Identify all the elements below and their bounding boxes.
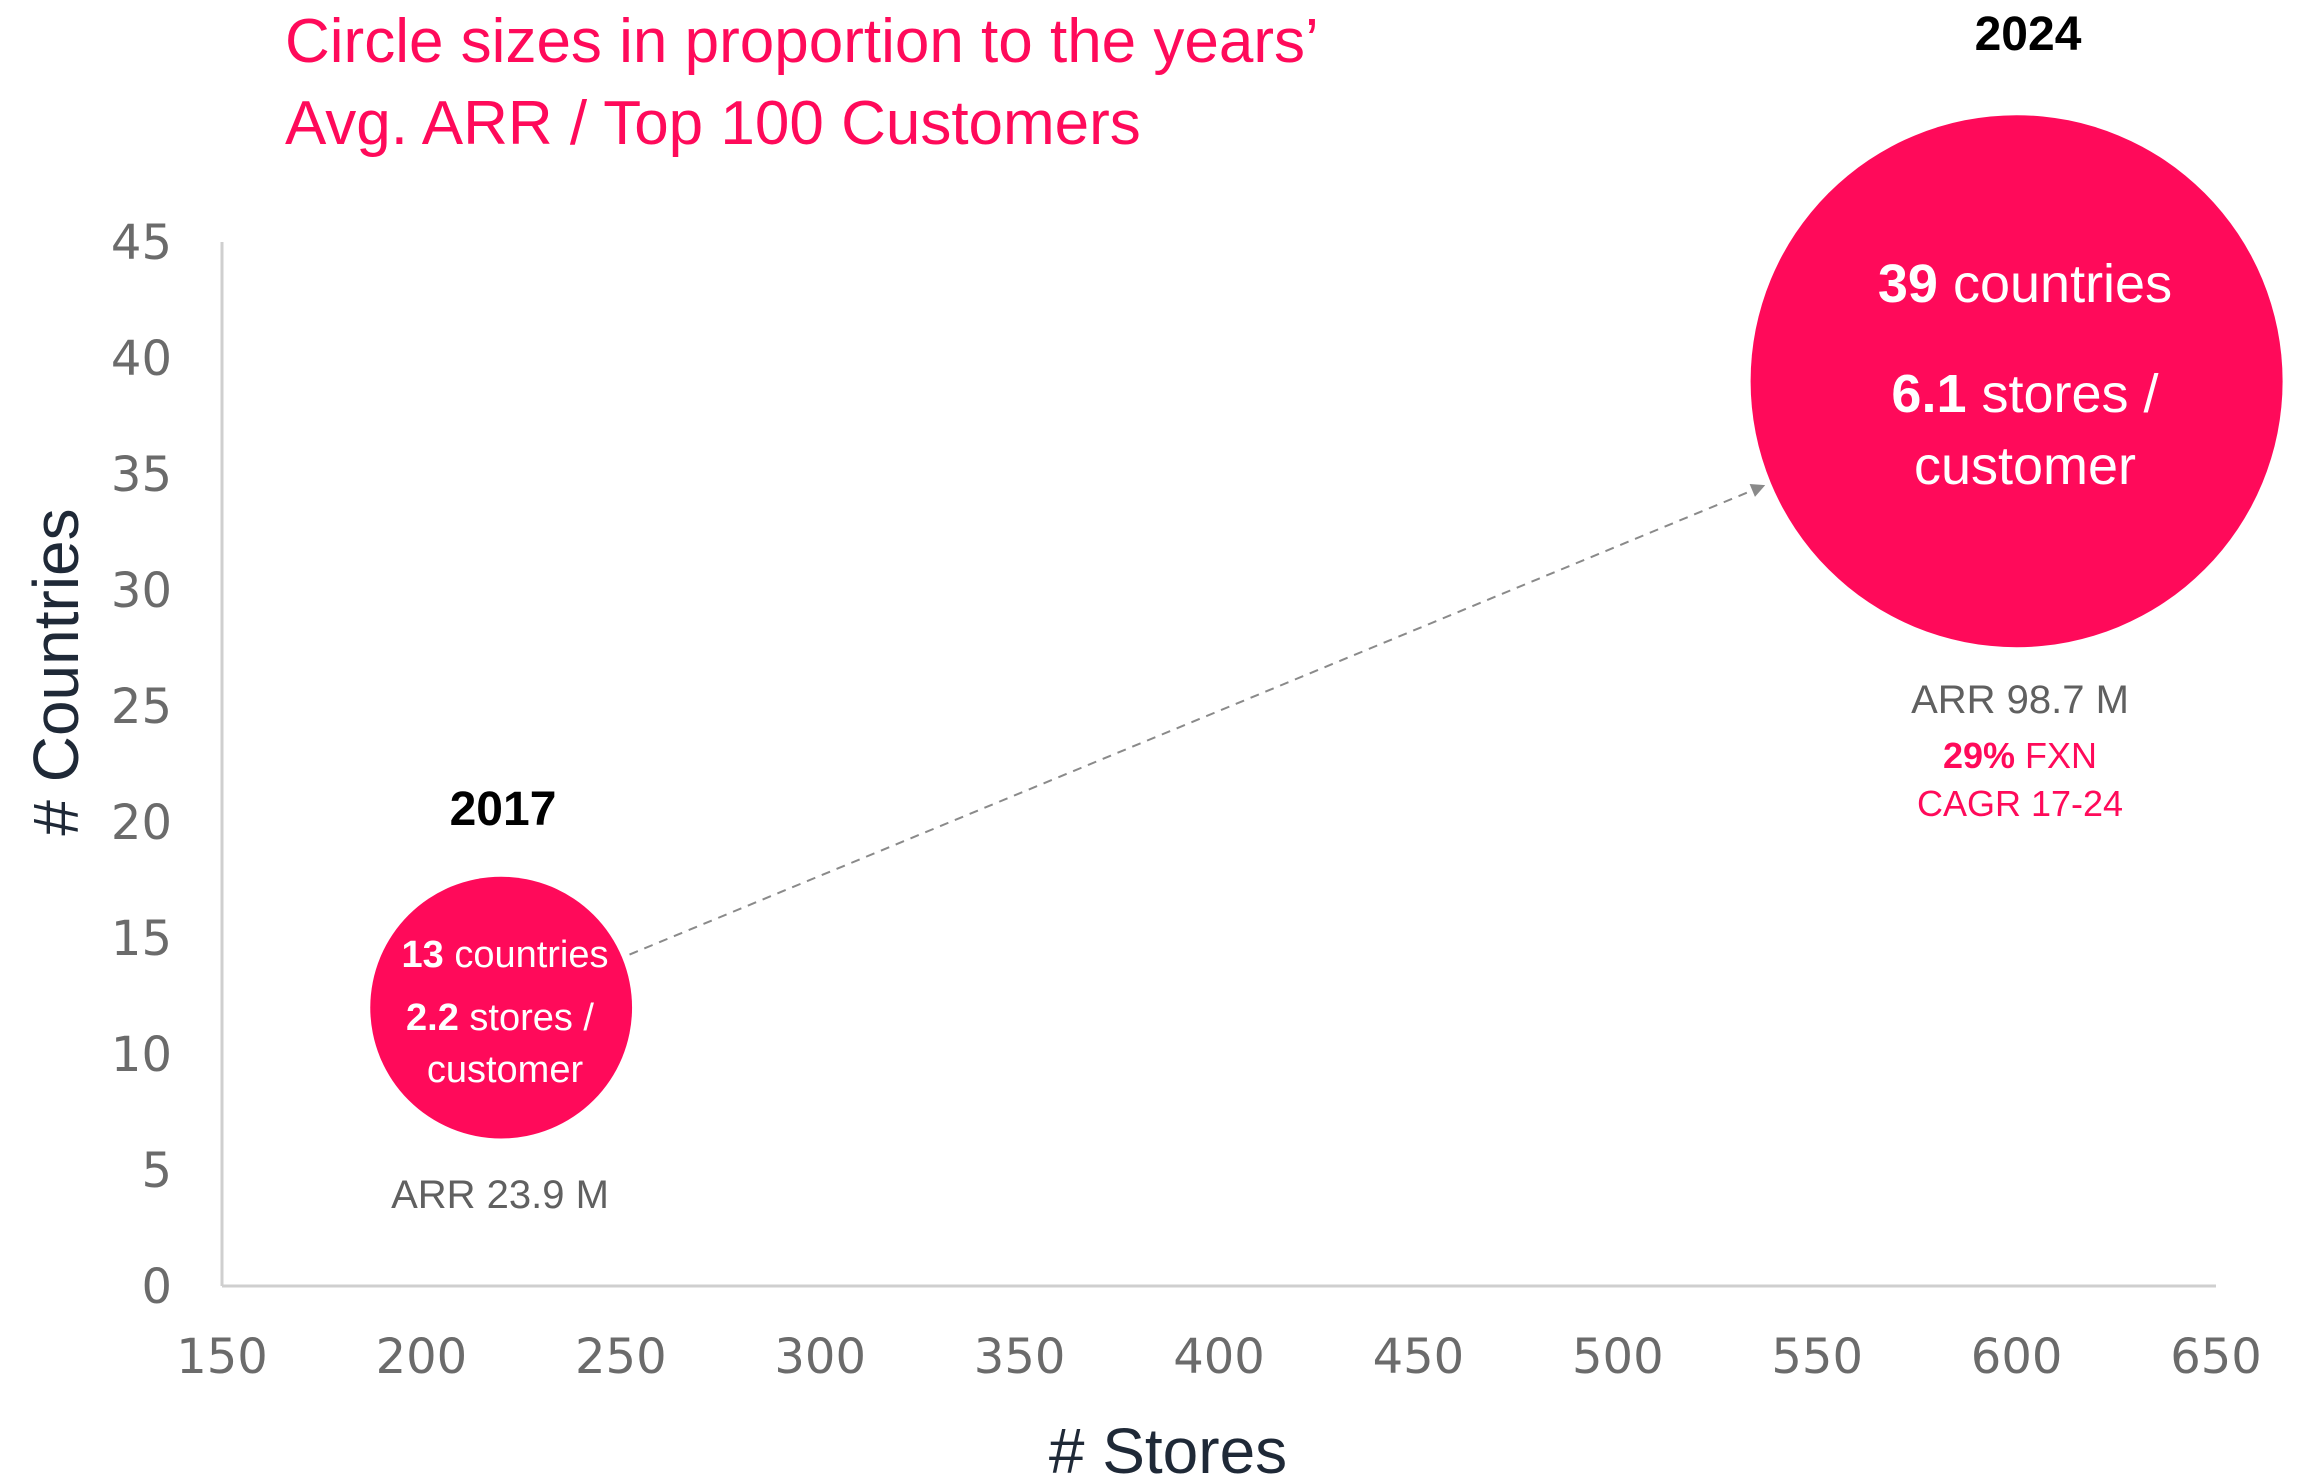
y-tick-label: 10 [111, 1027, 172, 1083]
bubble-2024 [1750, 115, 2283, 648]
growth-connector-line [629, 484, 1766, 956]
x-tick-label: 300 [774, 1329, 866, 1385]
x-tick-label: 400 [1173, 1329, 1265, 1385]
y-tick-label: 25 [111, 679, 172, 735]
growth-value-2024: 29% [1943, 735, 2015, 776]
x-tick-label: 150 [176, 1329, 268, 1385]
y-axis-title: # Countries [20, 508, 92, 835]
arr-label-2024: ARR 98.7 M [1911, 678, 2129, 722]
x-tick-label: 200 [376, 1329, 468, 1385]
y-tick-label: 0 [141, 1259, 172, 1315]
bubble-2017-countries-text: countries [444, 934, 609, 976]
y-tick-label: 20 [111, 795, 172, 851]
growth-label-2024-line2: CAGR 17-24 [1917, 783, 2123, 824]
x-tick-label: 550 [1771, 1329, 1863, 1385]
y-tick-label: 30 [111, 563, 172, 619]
x-axis-title: # Stores [1049, 1415, 1287, 1481]
bubble-2024-countries-text: countries [1938, 254, 2172, 314]
bubble-2024-stores: 6.1 stores / [1891, 364, 2158, 424]
bubble-2024-countries: 39 countries [1878, 254, 2172, 314]
bubble-2017-stores: 2.2 stores / [406, 997, 594, 1039]
x-tick-label: 250 [575, 1329, 667, 1385]
growth-connector-arrowhead [1749, 483, 1766, 497]
bubble-2017-countries-value: 13 [401, 934, 443, 976]
bubble-2017-countries: 13 countries [401, 934, 608, 976]
year-label-2024: 2024 [1975, 8, 2082, 61]
growth-text-2024: FXN [2015, 735, 2097, 776]
bubble-2017-stores-line2: customer [427, 1049, 584, 1091]
growth-connector [629, 483, 1766, 956]
x-tick-label: 500 [1572, 1329, 1664, 1385]
x-tick-label: 350 [974, 1329, 1066, 1385]
x-tick-label: 650 [2170, 1329, 2262, 1385]
bubble-2017 [370, 876, 633, 1139]
y-tick-label: 40 [111, 331, 172, 387]
chart-subtitle-line-2: Avg. ARR / Top 100 Customers [285, 89, 1141, 158]
y-tick-label: 15 [111, 911, 172, 967]
x-tick-label: 450 [1373, 1329, 1465, 1385]
chart-subtitle-line-1: Circle sizes in proportion to the years’ [285, 7, 1319, 76]
y-tick-label: 5 [141, 1143, 172, 1199]
bubble-2017-stores-value: 2.2 [406, 997, 459, 1039]
y-axis-ticks: 0 5 10 15 20 25 30 35 40 45 [111, 215, 172, 1315]
bubble-2024-countries-value: 39 [1878, 254, 1938, 314]
x-tick-label: 600 [1971, 1329, 2063, 1385]
y-tick-label: 35 [111, 447, 172, 503]
growth-label-2024: 29% FXN [1943, 735, 2097, 776]
bubble-2024-stores-text: stores / [1967, 364, 2159, 424]
x-axis-ticks: 150 200 250 300 350 400 450 500 550 600 650 [176, 1329, 2262, 1385]
axes [220, 242, 2216, 1288]
y-tick-label: 45 [111, 215, 172, 271]
bubble-2017-stores-text: stores / [459, 997, 595, 1039]
bubble-2024-stores-value: 6.1 [1891, 364, 1966, 424]
year-label-2017: 2017 [450, 783, 557, 836]
bubble-2024-stores-line2: customer [1914, 436, 2136, 496]
bubbles [370, 115, 2283, 1139]
arr-label-2017: ARR 23.9 M [391, 1173, 609, 1217]
